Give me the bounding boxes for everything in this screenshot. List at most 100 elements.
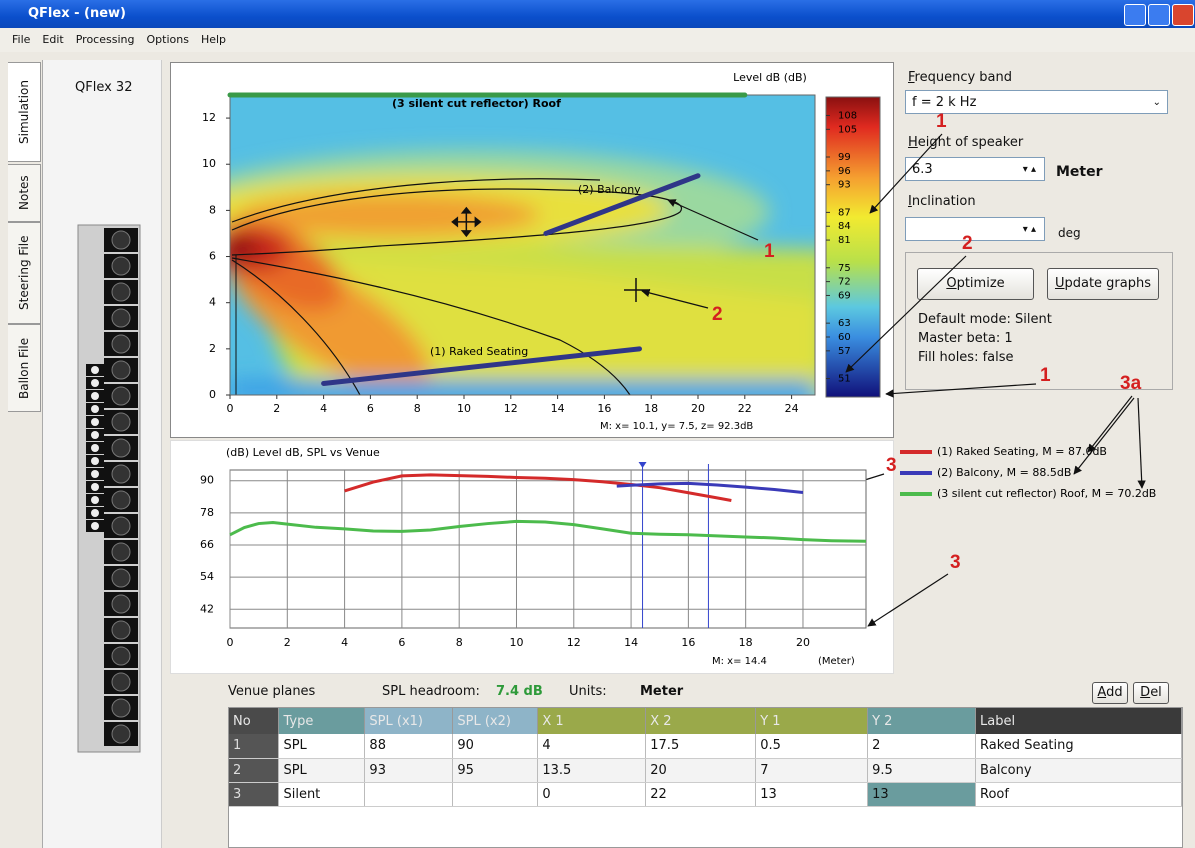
menu-item[interactable]: Processing [75, 33, 135, 46]
x-tick-label: 0 [227, 636, 234, 649]
table-row[interactable]: 1 SPL 88 90 4 17.5 0.5 2 Raked Seating [229, 734, 1182, 759]
header-cell: SPL (x2) [452, 708, 539, 734]
table-cell: SPL [278, 758, 366, 783]
readout-cursor [451, 206, 482, 238]
add-button[interactable]: Add [1092, 682, 1128, 704]
height-value: 6.3 [912, 162, 933, 177]
plane-label: (3 silent cut reflector) Roof [392, 97, 561, 110]
driver [111, 464, 131, 484]
annotation: 1 [1040, 365, 1051, 386]
headroom-value: 7.4 dB [496, 684, 543, 699]
y-tick-label: 0 [209, 388, 216, 401]
del-button[interactable]: Del [1133, 682, 1169, 704]
level-field [230, 95, 815, 395]
tweeter [91, 379, 99, 387]
y-tick-label: 78 [200, 506, 214, 519]
x-tick-label: 20 [796, 636, 810, 649]
colorbar-label: 99 [838, 152, 851, 163]
menu-item[interactable]: Edit [42, 33, 64, 46]
tweeter [91, 405, 99, 413]
colorbar-label: 108 [838, 110, 857, 121]
table-cell: 0 [537, 782, 647, 807]
maximize-button[interactable] [1148, 4, 1170, 26]
tweeter [91, 457, 99, 465]
tweeter [91, 366, 99, 374]
driver [111, 334, 131, 354]
table-row[interactable]: 2 SPL 93 95 13.5 20 7 9.5 Balcony [229, 758, 1182, 783]
status-line: Master beta: 1 [918, 331, 1013, 346]
driver [111, 386, 131, 406]
table-cell: 90 [452, 734, 539, 759]
x-tick-label: 10 [457, 402, 471, 415]
series-line [344, 473, 732, 503]
series-line [616, 481, 804, 494]
x-tick-label: 4 [341, 636, 348, 649]
tweeter [91, 431, 99, 439]
x-tick-label: 16 [681, 636, 695, 649]
frequency-label: Frequency band [908, 70, 1013, 85]
y-tick-label: 42 [200, 602, 214, 615]
tweeter [91, 444, 99, 452]
driver [111, 230, 131, 250]
table-cell: SPL [278, 734, 366, 759]
table-cell: 2 [229, 758, 280, 783]
frequency-select[interactable]: f = 2 k Hz ⌄ [905, 90, 1168, 114]
y-tick-label: 54 [200, 570, 214, 583]
y-tick-label: 66 [200, 538, 214, 551]
legend-label: (1) Raked Seating, M = 87.0dB [937, 445, 1107, 458]
table-cell: 93 [364, 758, 454, 783]
x-tick-label: 8 [414, 402, 421, 415]
inclination-unit: deg [1058, 226, 1081, 240]
annotation: 1 [764, 241, 775, 262]
y-tick-label: 2 [209, 342, 216, 355]
table-cell: 3 [229, 782, 280, 807]
header-cell: Y 2 [867, 708, 977, 734]
x-tick-label: 18 [739, 636, 753, 649]
table-cell: 13 [867, 782, 977, 807]
menu-item[interactable]: Options [146, 33, 189, 46]
colorbar-label: 57 [838, 346, 851, 357]
close-button[interactable] [1172, 4, 1194, 26]
map-title: Level dB (dB) [733, 71, 807, 84]
table-cell: Silent [278, 782, 366, 807]
header-cell: Label [975, 708, 1182, 734]
menu-item[interactable]: Help [200, 33, 227, 46]
status-line: Default mode: Silent [918, 312, 1052, 327]
table-cell: 9.5 [867, 758, 977, 783]
driver [111, 542, 131, 562]
optimize-button[interactable]: Optimize [917, 268, 1034, 300]
driver [111, 698, 131, 718]
driver [111, 724, 131, 744]
venue-title: Venue planes [228, 684, 316, 699]
colorbar-label: 93 [838, 180, 851, 191]
menu-item[interactable]: File [12, 33, 31, 46]
update-graphs-button[interactable]: Update graphs [1047, 268, 1159, 300]
height-spinner[interactable]: 6.3 ▾ ▴ [905, 157, 1045, 181]
options-group [905, 252, 1173, 390]
x-tick-label: 10 [509, 636, 523, 649]
x-tick-label: 0 [227, 402, 234, 415]
colorbar-label: 84 [838, 221, 851, 232]
table-cell: 13.5 [537, 758, 647, 783]
x-tick-label: 8 [456, 636, 463, 649]
tweeter [91, 509, 99, 517]
table-cell: Raked Seating [975, 734, 1182, 759]
y-tick-label: 10 [202, 157, 216, 170]
x-tick-label: 22 [738, 402, 752, 415]
graph-readout: M: x= 14.4 [712, 656, 767, 667]
table-cell [452, 782, 539, 807]
x-tick-label: 12 [567, 636, 581, 649]
plane-label: (2) Balcony [578, 183, 641, 196]
y-tick-label: 6 [209, 250, 216, 263]
header-cell: X 1 [537, 708, 647, 734]
table-cell: Roof [975, 782, 1182, 807]
colorbar-label: 87 [838, 207, 851, 218]
minimize-button[interactable] [1124, 4, 1146, 26]
graph-x-unit: (Meter) [818, 656, 855, 667]
table-row[interactable]: 3 Silent 0 22 13 13 Roof [229, 782, 1182, 807]
venue-plane [543, 173, 701, 236]
x-tick-label: 2 [273, 402, 280, 415]
tweeter [91, 483, 99, 491]
inclination-spinner[interactable]: ▾ ▴ [905, 217, 1045, 241]
